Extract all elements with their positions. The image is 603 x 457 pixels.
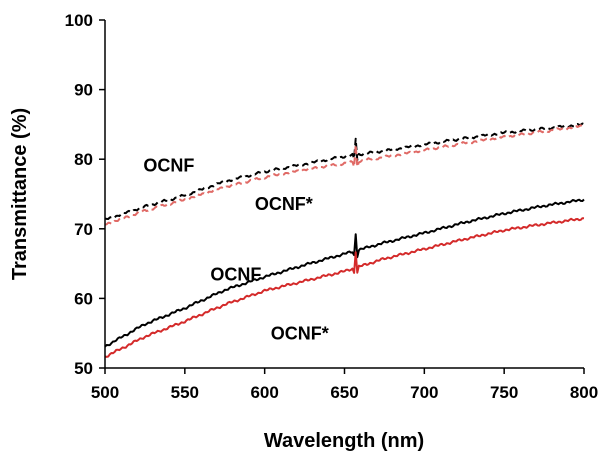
- y-tick-label-90: 90: [74, 81, 93, 100]
- y-tick-label-100: 100: [65, 11, 93, 30]
- x-tick-label-800: 800: [570, 383, 598, 402]
- annotation-layer: OCNF OCNF* OCNF OCNF*: [143, 156, 328, 344]
- curve-label-1: OCNF: [143, 156, 194, 176]
- curve-label-3: OCNF: [210, 264, 261, 284]
- curve-label-2: OCNF*: [255, 194, 313, 214]
- y-tick-label-80: 80: [74, 150, 93, 169]
- y-tick-label-70: 70: [74, 220, 93, 239]
- x-tick-label-550: 550: [171, 383, 199, 402]
- y-tick-label-50: 50: [74, 359, 93, 378]
- x-tick-label-500: 500: [91, 383, 119, 402]
- x-tick-label-750: 750: [490, 383, 518, 402]
- series-line-2: [104, 124, 585, 226]
- y-axis-title: Transmittance (%): [9, 108, 31, 280]
- series-line-1: [104, 122, 585, 220]
- x-tick-label-700: 700: [410, 383, 438, 402]
- x-axis-title: Wavelength (nm): [264, 430, 424, 452]
- series-line-3: [104, 198, 585, 348]
- curve-label-4: OCNF*: [271, 323, 329, 343]
- series-line-4: [104, 217, 585, 358]
- x-tick-label-650: 650: [330, 383, 358, 402]
- ticks-layer: 500 550 600 650 700 750 800 50 60 70 80 90 100: [65, 11, 599, 402]
- axes-layer: [104, 20, 584, 369]
- x-tick-label-600: 600: [250, 383, 278, 402]
- y-tick-label-60: 60: [74, 289, 93, 308]
- series-layer: [104, 122, 585, 358]
